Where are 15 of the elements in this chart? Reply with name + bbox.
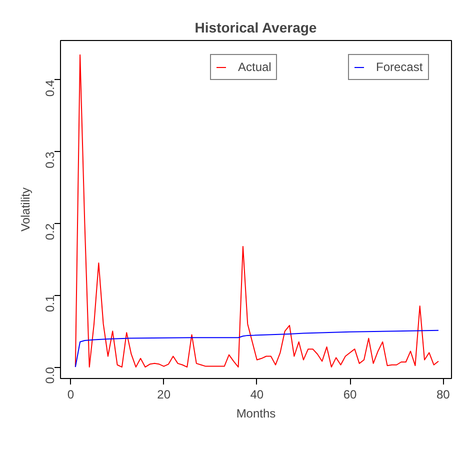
x-tick-label: 20 <box>157 388 171 402</box>
y-tick-label: 0.4 <box>43 80 57 97</box>
x-tick-label: 80 <box>436 388 450 402</box>
x-tick-label: 60 <box>343 388 358 402</box>
y-tick-label: 0.2 <box>43 223 57 240</box>
x-tick-label: 0 <box>67 388 74 402</box>
x-tick-label: 40 <box>250 388 264 402</box>
legend-label: Actual <box>238 60 272 74</box>
chart-title: Historical Average <box>194 20 317 36</box>
y-axis-title: Volatility <box>18 187 32 232</box>
y-tick-label: 0.0 <box>43 366 57 384</box>
legend-label: Forecast <box>376 60 423 74</box>
x-axis-title: Months <box>236 406 276 420</box>
y-tick-label: 0.3 <box>43 151 57 168</box>
y-tick-label: 0.1 <box>43 294 57 312</box>
